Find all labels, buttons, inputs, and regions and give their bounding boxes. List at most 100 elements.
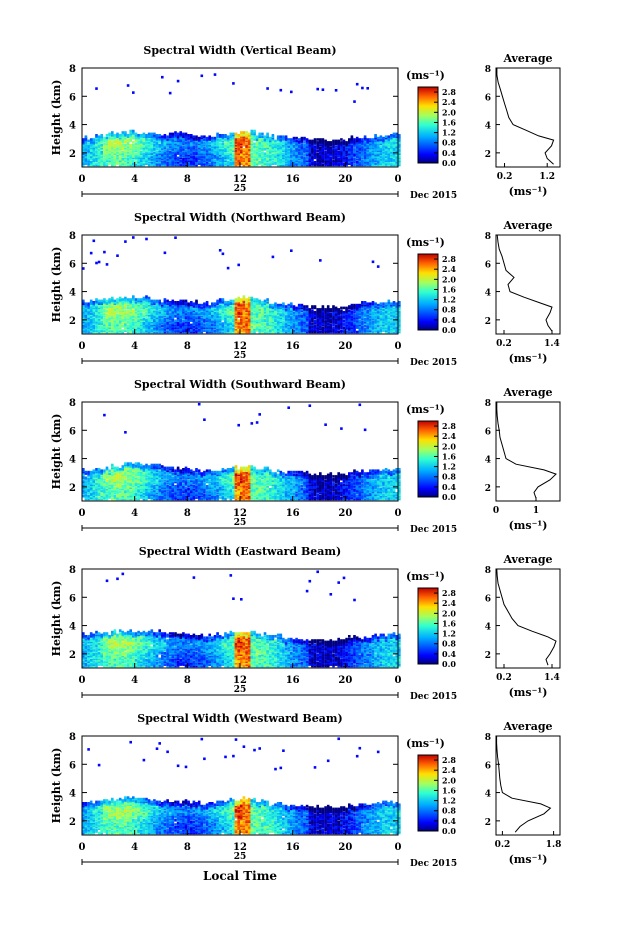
heatmap-cell — [300, 309, 304, 313]
heatmap-cell — [237, 138, 240, 141]
heatmap-cell — [213, 148, 217, 151]
heatmap-cell — [218, 301, 222, 304]
heatmap-cell — [274, 309, 277, 313]
heatmap-cell — [208, 319, 211, 322]
heatmap-cell — [250, 159, 254, 162]
heatmap-cell — [132, 299, 135, 303]
heatmap-cell — [200, 306, 204, 310]
heatmap-cell — [350, 305, 354, 308]
heatmap-cell — [292, 141, 296, 144]
heatmap-cell — [342, 327, 346, 331]
heatmap-cell — [261, 141, 264, 144]
heatmap-cell — [329, 146, 333, 150]
heatmap-cell — [240, 305, 243, 308]
heatmap-cell — [195, 322, 198, 325]
heatmap-cell — [121, 163, 125, 167]
heatmap-cell — [134, 152, 138, 155]
heatmap-cell — [390, 136, 393, 140]
heatmap-cell — [205, 326, 209, 329]
heatmap-cell — [105, 319, 109, 322]
heatmap-cell — [166, 159, 169, 162]
heatmap-cell — [366, 139, 369, 143]
heatmap-cell — [84, 322, 88, 325]
heatmap-cell — [253, 313, 256, 317]
heatmap-cell — [334, 309, 338, 313]
heatmap-cell — [250, 148, 254, 151]
heatmap-cell — [97, 153, 101, 157]
heatmap-cell — [184, 312, 188, 315]
heatmap-cell — [371, 148, 375, 151]
heatmap-cell — [163, 303, 167, 307]
heatmap-cell — [284, 136, 288, 140]
heatmap-cell — [182, 145, 185, 148]
heatmap-cell — [145, 135, 148, 138]
heatmap-cell — [232, 320, 235, 324]
heatmap-cell — [255, 303, 259, 307]
heatmap-cell — [129, 135, 132, 138]
heatmap-cell — [84, 320, 88, 324]
heatmap-cell — [174, 139, 177, 143]
heatmap-cell — [358, 139, 362, 143]
average-frame — [495, 67, 561, 168]
heatmap-cell — [155, 313, 159, 317]
heatmap-cell — [195, 306, 198, 310]
heatmap-cell — [153, 163, 156, 167]
heatmap-cell — [134, 156, 138, 160]
heatmap-cell — [371, 159, 375, 162]
heatmap-cell — [155, 156, 159, 160]
heatmap-cell — [129, 320, 132, 324]
heatmap-cell — [137, 329, 140, 332]
heatmap-cell — [366, 319, 369, 322]
heatmap-cell — [258, 160, 261, 164]
heatmap-cell — [274, 155, 277, 158]
heatmap-cell — [176, 302, 180, 305]
heatmap-cell — [95, 329, 98, 332]
heatmap-cell — [221, 135, 225, 138]
heatmap-cell — [363, 330, 367, 334]
heatmap-cell — [197, 310, 201, 314]
heatmap-cell — [358, 303, 362, 307]
heatmap-cell — [95, 136, 98, 140]
heatmap-cell — [379, 155, 383, 158]
heatmap-cell — [147, 327, 151, 331]
heatmap-cell — [292, 305, 296, 308]
heatmap-cell — [224, 305, 227, 308]
heatmap-cell — [100, 326, 103, 329]
heatmap-cell — [376, 159, 380, 162]
heatmap-cell — [348, 162, 351, 165]
heatmap-cell — [382, 312, 385, 315]
heatmap-cell — [95, 318, 98, 321]
heatmap-cell — [92, 329, 96, 332]
heatmap-cell — [147, 158, 151, 161]
heatmap-cell — [211, 313, 214, 317]
heatmap-cell — [171, 310, 175, 314]
heatmap-cell — [287, 151, 290, 154]
heatmap-cell — [134, 299, 138, 303]
heatmap-cell — [105, 145, 109, 148]
heatmap-cell — [103, 136, 106, 140]
heatmap-cell — [274, 313, 277, 317]
heatmap-cell — [218, 303, 222, 307]
heatmap-cell — [168, 151, 172, 154]
heatmap-cell — [147, 153, 151, 157]
heatmap-cell — [182, 309, 185, 313]
heatmap-cell — [218, 306, 222, 310]
heatmap-cell — [176, 325, 180, 328]
heatmap-cell — [211, 310, 214, 314]
heatmap-cell — [287, 149, 290, 153]
heatmap-cell — [216, 306, 219, 310]
heatmap-cell — [139, 156, 143, 160]
heatmap-cell — [147, 308, 151, 311]
heatmap-cell — [240, 299, 243, 303]
heatmap-cell — [221, 143, 225, 147]
heatmap-cell — [95, 156, 98, 160]
heatmap-cell — [168, 306, 172, 310]
heatmap-cell — [261, 309, 264, 313]
average-y-tick-label: 2 — [485, 150, 491, 160]
heatmap-cell — [297, 303, 301, 307]
heatmap-cell — [150, 132, 154, 136]
heatmap-cell — [116, 315, 119, 318]
heatmap-cell — [392, 132, 396, 136]
heatmap-cell — [176, 301, 180, 304]
heatmap-cell — [387, 139, 391, 143]
